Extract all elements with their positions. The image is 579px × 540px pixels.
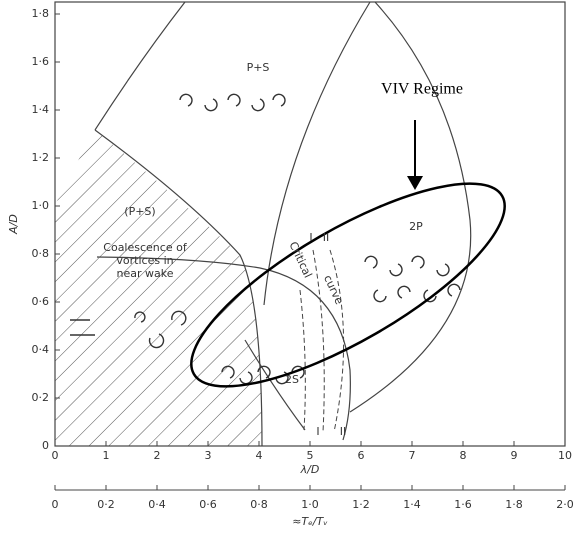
region-label: 2S <box>285 373 299 386</box>
x2-tick-label: 1·8 <box>505 498 523 511</box>
vortex-row <box>70 310 187 349</box>
x-tick-label: 2 <box>154 449 161 462</box>
vortex-row <box>364 255 461 303</box>
vortex-row <box>179 93 286 112</box>
x-tick-label: 0 <box>52 449 59 462</box>
boundary <box>263 1 371 306</box>
region-label: vortices in <box>116 254 173 267</box>
x2-tick-label: 0·4 <box>148 498 166 511</box>
region-label: II <box>340 425 347 438</box>
region-label: curve <box>321 273 346 307</box>
region-label: (P+S) <box>124 205 155 218</box>
y-tick-label: 1·4 <box>32 103 50 116</box>
viv-ellipse <box>190 182 506 388</box>
y-tick-label: 0 <box>42 439 49 452</box>
arrow-head <box>407 176 423 190</box>
x-tick-label: 6 <box>358 449 365 462</box>
x2-tick-label: 1·2 <box>352 498 370 511</box>
boundary <box>96 256 351 441</box>
region-label: 2P <box>409 220 423 233</box>
boundary <box>94 129 263 447</box>
region-label: Critical <box>286 240 314 280</box>
critical-line <box>329 249 345 433</box>
boundary <box>349 1 472 413</box>
x2-tick-label: 0·6 <box>199 498 217 511</box>
x-tick-label: 7 <box>409 449 416 462</box>
x2-tick-label: 0 <box>52 498 59 511</box>
x2-tick-label: 1·6 <box>454 498 472 511</box>
region-label: Coalescence of <box>103 241 188 254</box>
x2-tick-label: 1·4 <box>403 498 421 511</box>
x-axis-title: λ/D <box>300 463 320 476</box>
hatched-region <box>55 130 262 446</box>
regions <box>55 1 472 447</box>
y-tick-label: 0·2 <box>32 391 50 404</box>
y-tick-label: 1·2 <box>32 151 50 164</box>
region-label: II <box>323 231 330 244</box>
y-tick-label: 1·0 <box>32 199 50 212</box>
y-axis-title: A/D <box>7 214 20 235</box>
region-label: near wake <box>117 267 174 280</box>
x2-tick-label: 1·0 <box>301 498 319 511</box>
x2-tick-label: 2·0 <box>556 498 574 511</box>
x-tick-label: 1 <box>103 449 110 462</box>
x-tick-label: 5 <box>307 449 314 462</box>
x2-tick-label: 0·8 <box>250 498 268 511</box>
y-tick-label: 1·6 <box>32 55 50 68</box>
callout-label: VIV Regime <box>381 81 463 98</box>
vortex-row <box>221 365 305 385</box>
x-tick-label: 8 <box>460 449 467 462</box>
y-tick-label: 0·4 <box>32 343 50 356</box>
boundary <box>94 1 186 131</box>
region-label: I <box>309 231 312 244</box>
x2-tick-label: 0·2 <box>97 498 115 511</box>
y-tick-label: 0·6 <box>32 295 50 308</box>
region-label: P+S <box>247 61 270 74</box>
boundary <box>244 339 306 431</box>
x-tick-label: 9 <box>511 449 518 462</box>
y-tick-label: 1·8 <box>32 7 50 20</box>
x2-axis-title: ≈Tₑ/Tᵥ <box>292 515 328 528</box>
x-tick-label: 3 <box>205 449 212 462</box>
critical-line <box>299 289 306 431</box>
x-tick-label: 4 <box>256 449 263 462</box>
critical-line <box>312 249 325 433</box>
region-label: I <box>316 425 319 438</box>
x-tick-label: 10 <box>558 449 572 462</box>
y-tick-label: 0·8 <box>32 247 50 260</box>
